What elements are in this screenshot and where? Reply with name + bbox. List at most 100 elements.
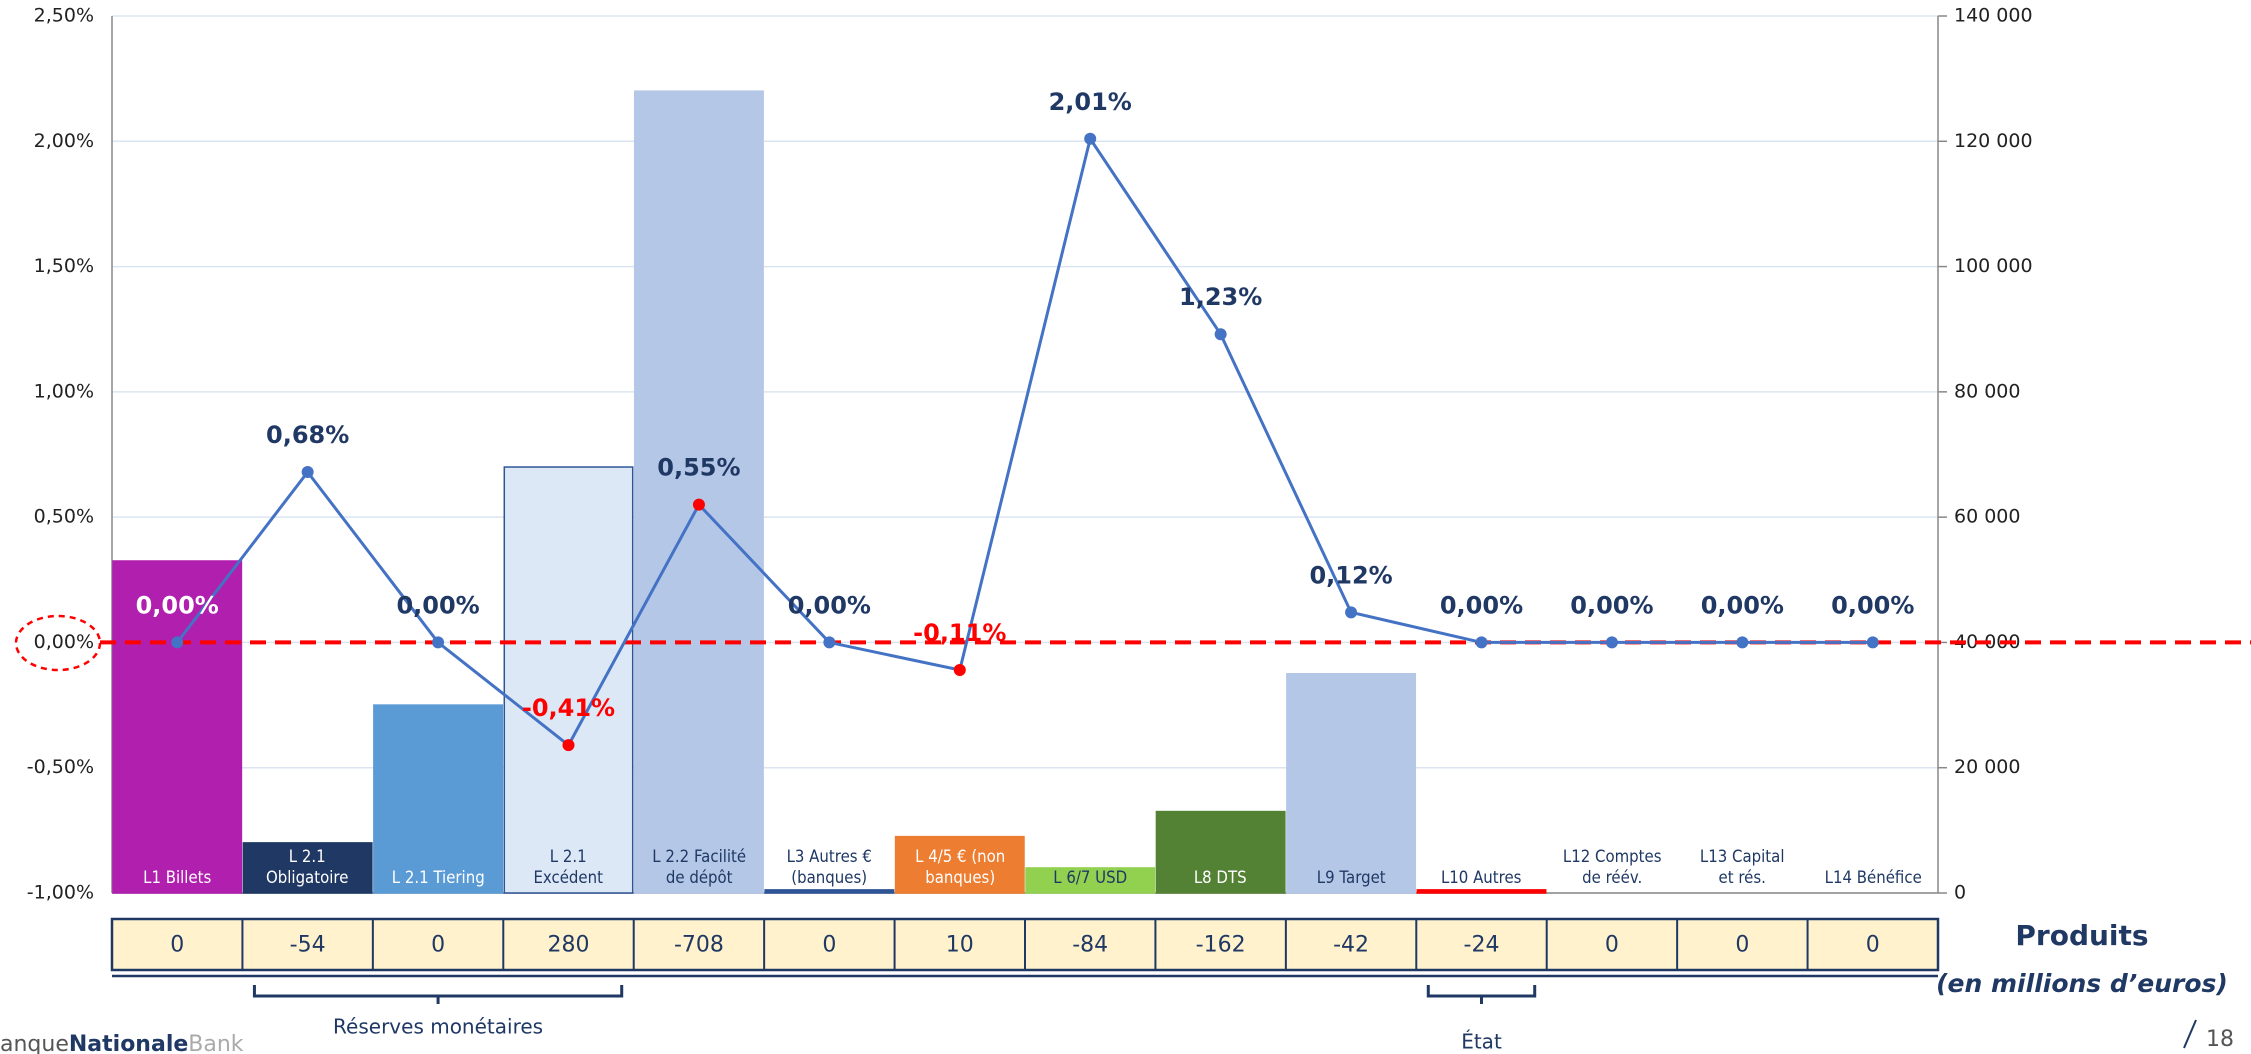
category-label-box: L10 Autres: [1424, 823, 1539, 895]
data-label: -0,11%: [913, 619, 1006, 647]
line-marker: [1345, 606, 1358, 619]
y-tick-label: 2,00%: [34, 130, 94, 152]
page-slash: [2183, 1019, 2197, 1049]
y2-tick-label: 120 000: [1954, 130, 2033, 152]
line-marker: [823, 636, 836, 649]
data-label: -0,41%: [522, 694, 615, 722]
line-marker: [1475, 636, 1488, 649]
y2-tick-label: 0: [1954, 882, 1966, 904]
table-cell: 0: [1866, 933, 1880, 958]
line-marker: [432, 636, 445, 649]
y-tick-label: 1,50%: [34, 255, 94, 277]
y-tick-label: 0,00%: [34, 631, 94, 653]
group-bracket: [1426, 985, 1537, 1004]
line: [176, 135, 1873, 748]
category-label-box: L 4/5 € (non banques): [902, 823, 1017, 895]
category-label-box: L9 Target: [1294, 823, 1409, 895]
category-label-text: L 2.1 Obligatoire: [266, 847, 349, 888]
logo-part: Bank: [188, 1032, 244, 1054]
category-label-box: L12 Comptes de réév.: [1555, 823, 1670, 895]
bar: [112, 560, 243, 894]
category-label-text: L13 Capital et rés.: [1700, 847, 1785, 888]
table-cell: 0: [1735, 933, 1749, 958]
category-label: L3 Autres € (banques): [772, 823, 887, 895]
category-label-box: L13 Capital et rés.: [1685, 823, 1800, 895]
bar: [1286, 673, 1417, 894]
data-label: 0,00%: [1831, 591, 1914, 619]
category-label: L 2.1 Tiering: [381, 823, 496, 895]
table-cell: 280: [548, 933, 590, 958]
line-marker: [171, 636, 184, 649]
table-cell: 0: [822, 933, 836, 958]
table-cell: -42: [1333, 933, 1369, 958]
data-label: 0,00%: [396, 591, 479, 619]
category-label-text: L10 Autres: [1441, 868, 1522, 888]
line-marker: [1736, 636, 1749, 649]
table-cell: -84: [1072, 933, 1108, 958]
y-tick-label: -0,50%: [27, 756, 94, 778]
y-tick-label: 0,50%: [34, 506, 94, 528]
logo-part: Nationale: [69, 1032, 188, 1054]
data-label: 0,00%: [1440, 591, 1523, 619]
category-label-text: L9 Target: [1316, 868, 1386, 888]
data-label: 2,01%: [1049, 88, 1132, 116]
table-cell: -24: [1464, 933, 1500, 958]
data-label: 0,00%: [788, 591, 871, 619]
category-label: L1 Billets: [120, 823, 235, 895]
bar: [633, 90, 764, 894]
bar: [242, 842, 373, 894]
category-label-box: L 2.1 Tiering: [381, 823, 496, 895]
table-cell: 0: [1605, 933, 1619, 958]
group-bracket: [252, 985, 624, 1004]
line-marker: [1214, 328, 1227, 341]
category-label: L9 Target: [1294, 823, 1409, 895]
y-tick-label: -1,00%: [27, 882, 94, 904]
table-cell: 0: [431, 933, 445, 958]
category-label-text: L3 Autres € (banques): [786, 847, 872, 888]
group-label: État: [1461, 1030, 1502, 1054]
category-label-box: L 6/7 USD: [1033, 823, 1148, 895]
bar: [894, 835, 1025, 894]
table-title: Produits: [2015, 919, 2148, 952]
category-label-text: L 2.1 Tiering: [391, 868, 485, 888]
table-cell: -708: [674, 933, 724, 958]
bar: [1025, 867, 1156, 894]
category-label-box: L8 DTS: [1163, 823, 1278, 895]
table-cell: 10: [946, 933, 974, 958]
category-label: L 6/7 USD: [1033, 823, 1148, 895]
category-label-text: L1 Billets: [143, 868, 212, 888]
logo: anqueNationaleBank: [0, 1032, 244, 1054]
category-label: L12 Comptes de réév.: [1555, 823, 1670, 895]
data-label: 0,68%: [266, 421, 349, 449]
category-label-text: L 2.2 Facilité de dépôt: [652, 847, 746, 888]
bar: [764, 889, 895, 894]
bar: [1155, 810, 1286, 894]
data-label: 0,00%: [136, 591, 219, 619]
line-marker: [562, 739, 575, 752]
y2-tick-label: 20 000: [1954, 756, 2020, 778]
category-label: L 2.2 Facilité de dépôt: [642, 823, 757, 895]
line-marker: [692, 498, 705, 511]
category-label-text: L12 Comptes de réév.: [1562, 847, 1662, 888]
table-subtitle: (en millions d’euros): [1936, 969, 2228, 998]
category-label: L 2.1 Excédent: [511, 823, 626, 895]
bar: [373, 704, 504, 894]
line-marker: [301, 466, 314, 479]
data-label: 0,12%: [1309, 561, 1392, 589]
category-label-text: L 4/5 € (non banques): [914, 847, 1005, 888]
data-label: 0,00%: [1701, 591, 1784, 619]
bar: [503, 466, 634, 894]
page-number: 18: [2206, 1027, 2234, 1052]
y2-tick-label: 100 000: [1954, 255, 2033, 277]
category-label: L8 DTS: [1163, 823, 1278, 895]
y-tick-label: 2,50%: [34, 5, 94, 27]
category-label: L14 Bénéfice: [1815, 823, 1930, 895]
y2-tick-label: 140 000: [1954, 5, 2033, 27]
category-label: L10 Autres: [1424, 823, 1539, 895]
logo-part: anque: [0, 1032, 69, 1054]
category-label: L13 Capital et rés.: [1685, 823, 1800, 895]
category-label-box: L1 Billets: [120, 823, 235, 895]
category-label-box: L3 Autres € (banques): [772, 823, 887, 895]
category-label: L 4/5 € (non banques): [902, 823, 1017, 895]
